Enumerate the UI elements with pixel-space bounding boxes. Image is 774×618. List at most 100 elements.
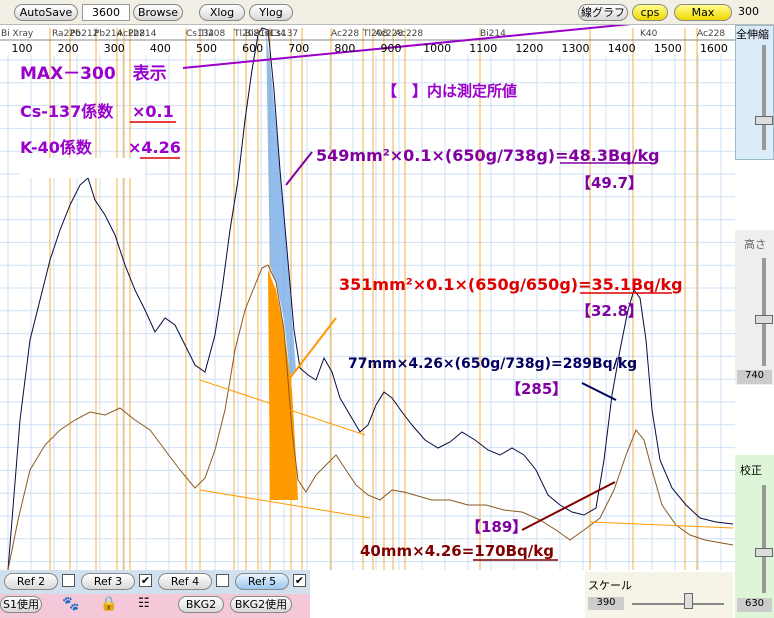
x-tick-label: 1400 <box>608 42 636 55</box>
annotation: 【32.8】 <box>576 302 643 320</box>
calibration-value: 630 <box>737 598 772 612</box>
bkg2-use-button[interactable]: BKG2使用 <box>230 596 292 613</box>
annotation: ×0.1 <box>132 102 174 121</box>
nuclide-label: Pb214 <box>94 29 123 39</box>
calibration-label: 校正 <box>740 464 762 477</box>
x-tick-label: 900 <box>381 42 402 55</box>
annotation: 549mm²×0.1×(650g/738g)=48.3Bq/kg <box>316 146 660 165</box>
ref-checkbox[interactable] <box>62 574 75 587</box>
annotation: 【49.7】 <box>576 174 643 192</box>
ref-checkbox[interactable]: ✔ <box>139 574 152 587</box>
max-value: 300 <box>738 5 759 18</box>
nuclide-label: Pb214 <box>128 29 157 39</box>
calibration-panel <box>735 455 774 618</box>
x-tick-label: 500 <box>196 42 217 55</box>
nuclide-label: Ac228 <box>375 29 403 39</box>
annotation: 351mm²×0.1×(650g/650g)=35.1Bq/kg <box>339 275 683 294</box>
x-tick-label: 1200 <box>515 42 543 55</box>
paw-icon[interactable]: 🐾 <box>62 596 80 612</box>
ref-button[interactable]: Ref 3 <box>81 573 135 590</box>
nuclide-label: Cs134 <box>258 29 286 39</box>
ref-checkbox[interactable] <box>216 574 229 587</box>
nuclide-label: Bi Xray <box>1 29 34 39</box>
annotation: K-40係数 <box>20 138 93 157</box>
ref-checkbox[interactable]: ✔ <box>293 574 306 587</box>
nuclide-label: Cs134 <box>186 29 214 39</box>
x-tick-label: 1500 <box>654 42 682 55</box>
ref-button[interactable]: Ref 4 <box>158 573 212 590</box>
x-tick-label: 800 <box>334 42 355 55</box>
annotation: 77mm×4.26×(650g/738g)=289Bq/kg <box>348 356 637 372</box>
height-label: 高さ <box>744 238 766 251</box>
x-tick-label: 300 <box>104 42 125 55</box>
nuclide-label: Ac228 <box>117 29 145 39</box>
cps-button[interactable]: cps <box>632 4 668 21</box>
nuclide-label: Ra226 <box>52 29 81 39</box>
nuclide-label: Tl208 <box>362 29 388 39</box>
x-tick-label: 400 <box>150 42 171 55</box>
xlog-button[interactable]: Xlog <box>199 4 245 21</box>
pointer-line <box>289 317 337 379</box>
x-tick-label: 1100 <box>469 42 497 55</box>
nuclide-label: Ac228 <box>395 29 423 39</box>
scale-value: 390 <box>588 597 624 610</box>
height-panel <box>735 230 774 385</box>
nuclide-label: Tl208 <box>233 29 259 39</box>
mask <box>20 158 145 178</box>
x-tick-label: 200 <box>58 42 79 55</box>
lock-icon[interactable]: 🔒 <box>100 596 118 612</box>
pointer-line <box>285 151 313 186</box>
bkg2-button[interactable]: BKG2 <box>178 596 224 613</box>
autosave-button[interactable]: AutoSave <box>14 4 78 21</box>
nuclide-label: Bi214 <box>245 29 271 39</box>
time-input[interactable]: 3600 <box>82 4 130 21</box>
sample-spectrum <box>7 27 734 570</box>
baseline <box>199 489 371 519</box>
cs-sample-area <box>266 30 296 375</box>
annotation: ×4.26 <box>128 138 181 157</box>
baseline <box>199 379 366 436</box>
spectrum-plot: 100 200 300 400 500 600 700 800 900 1000 1100 1200 1… <box>0 25 735 570</box>
ref-button[interactable]: Ref 2 <box>4 573 58 590</box>
zoom-thumb[interactable] <box>755 116 773 125</box>
cs-ref-area <box>268 270 298 500</box>
x-tick-label: 1600 <box>700 42 728 55</box>
nuclide-label: Ac228 <box>331 29 359 39</box>
max-button[interactable]: Max <box>674 4 732 21</box>
nuclide-label: Tl208 <box>199 29 225 39</box>
scale-thumb[interactable] <box>684 593 693 609</box>
line-graph-button[interactable]: 線グラフ <box>578 4 628 21</box>
height-value: 740 <box>737 370 772 384</box>
scale-slider[interactable] <box>632 603 724 605</box>
annotation: 【189】 <box>466 518 527 536</box>
zoom-label: 全伸縮 <box>736 28 769 41</box>
height-slider[interactable] <box>762 258 766 366</box>
reference-spectrum <box>7 264 734 570</box>
annotation: 【285】 <box>506 380 567 398</box>
ylog-button[interactable]: Ylog <box>249 4 293 21</box>
calibration-thumb[interactable] <box>755 548 773 557</box>
nuclide-label: K40 <box>640 29 658 39</box>
pointer-line <box>182 25 632 69</box>
ref-button[interactable]: Ref 5 <box>235 573 289 590</box>
annotation: MAX－300 表示 <box>20 63 167 84</box>
x-tick-label: 100 <box>12 42 33 55</box>
s1-button[interactable]: S1使用 <box>0 596 42 613</box>
scale-label: スケール <box>588 579 632 592</box>
nuclide-label: Pb212 <box>70 29 98 39</box>
calibration-slider[interactable] <box>762 485 766 593</box>
list-icon[interactable]: ☷ <box>138 596 150 611</box>
annotation: Cs-137係数 <box>20 102 114 121</box>
nuclide-label: Cs137 <box>270 29 298 39</box>
annotation: 40mm×4.26=170Bq/kg <box>360 542 554 560</box>
nuclide-label: Ac228 <box>697 29 725 39</box>
zoom-slider[interactable] <box>762 45 766 150</box>
pointer-line <box>581 382 617 401</box>
x-tick-label: 1000 <box>423 42 451 55</box>
height-thumb[interactable] <box>755 315 773 324</box>
browse-button[interactable]: Browse <box>133 4 183 21</box>
zoom-panel <box>735 25 774 160</box>
annotation: 【 】内は測定所値 <box>382 82 517 100</box>
x-tick-label: 600 <box>242 42 263 55</box>
